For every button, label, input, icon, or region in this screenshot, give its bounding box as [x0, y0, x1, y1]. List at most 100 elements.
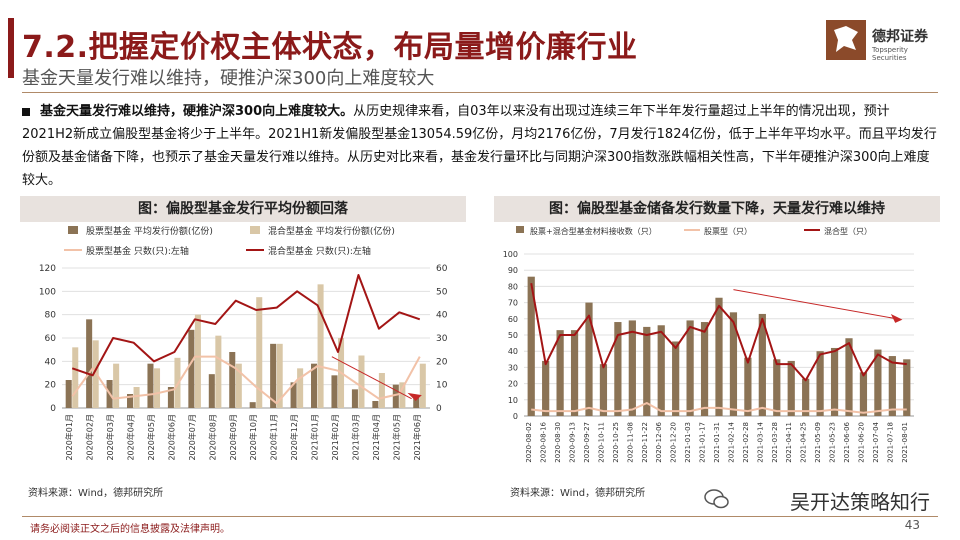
- bar: [874, 349, 882, 416]
- logo-name-en: Topsperity Securities: [872, 46, 908, 62]
- bar: [715, 297, 723, 416]
- bar: [372, 401, 379, 408]
- bullet-paragraph: 基金天量发行难以维持，硬推沪深300向上难度较大。从历史规律来看，自03年以来没…: [22, 100, 938, 192]
- bar: [413, 396, 420, 408]
- chart-1: 图：偏股型基金发行平均份额回落 股票型基金 平均发行份额(亿份) 混合型基金 平均…: [20, 196, 466, 499]
- x-tick-label: 2021年03月: [350, 414, 360, 461]
- legend-label: 股票型基金 只数(只):左轴: [86, 245, 189, 257]
- x-tick-label: 2020-11-22: [641, 422, 649, 463]
- bar: [419, 363, 426, 408]
- y-tick-left: 120: [39, 264, 56, 274]
- trend-arrow: [331, 356, 412, 400]
- x-tick-label: 2020-11-08: [626, 422, 634, 463]
- x-tick-label: 2021年04月: [371, 414, 381, 461]
- bar: [672, 341, 680, 416]
- y-tick-right: 60: [436, 264, 448, 274]
- legend-swatch: [68, 226, 78, 234]
- y-tick: 90: [508, 266, 518, 275]
- y-tick: 0: [513, 412, 518, 421]
- y-tick-right: 40: [436, 311, 448, 321]
- chart-2: 图：偏股型基金储备发行数量下降，天量发行难以维持 股票+混合型基金材料接收数（只…: [494, 196, 940, 499]
- legend-label: 混合型基金 平均发行份额(亿份): [268, 225, 395, 237]
- x-tick-label: 2021-02-14: [727, 421, 735, 462]
- title-accent-bar: [8, 18, 14, 78]
- bullet-square-icon: [22, 107, 30, 116]
- bar: [599, 364, 608, 416]
- bar: [816, 351, 824, 416]
- bar: [256, 297, 263, 408]
- legend-label: 混合型（只）: [824, 226, 872, 236]
- y-tick: 20: [508, 380, 518, 389]
- series-line: [71, 274, 421, 377]
- x-tick-label: 2021-01-03: [684, 422, 692, 463]
- bar: [72, 347, 79, 408]
- legend-swatch: [250, 226, 260, 234]
- chart-1-title: 图：偏股型基金发行平均份额回落: [20, 196, 466, 222]
- bar: [787, 360, 795, 416]
- page-subtitle: 基金天量发行难以维持，硬推沪深300向上难度较大: [22, 68, 435, 89]
- bar: [744, 357, 752, 416]
- bar: [802, 378, 810, 416]
- chart-2-title: 图：偏股型基金储备发行数量下降，天量发行难以维持: [494, 196, 940, 222]
- bar: [351, 389, 358, 408]
- y-tick-right: 10: [436, 381, 448, 391]
- x-tick-label: 2021-02-28: [742, 422, 750, 463]
- x-tick-label: 2020-12-06: [655, 421, 663, 462]
- bar: [643, 326, 651, 416]
- x-tick-label: 2020-12-20: [670, 422, 678, 463]
- x-tick-label: 2021年05月: [391, 414, 401, 461]
- series-line: [71, 355, 421, 405]
- y-tick: 10: [508, 396, 518, 405]
- x-tick-label: 2021-03-14: [756, 421, 764, 462]
- y-tick-right: 0: [436, 404, 442, 414]
- bar: [700, 322, 709, 416]
- bar: [527, 276, 535, 416]
- bar: [758, 313, 766, 416]
- bar: [188, 329, 195, 408]
- x-tick-label: 2020-08-02: [525, 422, 533, 463]
- x-tick-label: 2020-10-25: [612, 422, 620, 463]
- page-number: 43: [904, 518, 920, 532]
- bar: [147, 363, 154, 408]
- y-tick: 30: [508, 363, 518, 372]
- x-tick-label: 2021-08-01: [901, 422, 909, 463]
- bar: [686, 320, 694, 416]
- y-tick: 80: [508, 282, 518, 291]
- bar: [399, 382, 406, 408]
- footer-divider: [22, 516, 938, 517]
- x-tick-label: 2020年02月: [85, 414, 95, 461]
- chart-2-svg: 股票+混合型基金材料接收数（只） 股票型（只） 混合型（只） 0 10 20 30 40 50 6…: [503, 226, 914, 463]
- legend-swatch: [516, 226, 524, 233]
- bar: [113, 363, 120, 408]
- bar: [270, 343, 277, 408]
- x-tick-label: 2021-06-06: [843, 421, 851, 462]
- bar: [127, 394, 134, 408]
- bar: [729, 312, 738, 416]
- x-tick-label: 2021-06-20: [857, 422, 865, 463]
- x-tick-label: 2020年12月: [289, 414, 299, 461]
- bar: [215, 335, 222, 408]
- y-tick: 50: [508, 331, 518, 340]
- bar: [154, 368, 161, 408]
- page-title: 7.2.把握定价权主体状态，布局量增价廉行业: [22, 30, 638, 65]
- y-tick-left: 40: [45, 357, 57, 367]
- x-tick-label: 2020-08-30: [554, 422, 562, 463]
- bullet-lead: 基金天量发行难以维持，硬推沪深300向上难度较大。: [40, 104, 354, 119]
- x-tick-label: 2021年02月: [330, 414, 340, 461]
- bar: [657, 325, 665, 416]
- wechat-icon: [704, 489, 729, 509]
- footer-disclaimer: 请务必阅读正文之后的信息披露及法律声明。: [30, 524, 230, 535]
- series-line: [531, 402, 907, 414]
- x-tick-label: 2021-05-23: [829, 422, 837, 463]
- x-tick-label: 2020-10-11: [597, 422, 605, 463]
- y-tick-left: 0: [50, 404, 56, 414]
- y-tick-left: 20: [45, 381, 57, 391]
- y-tick: 40: [508, 347, 518, 356]
- bar: [229, 352, 236, 408]
- y-tick-right: 30: [436, 334, 448, 344]
- x-tick-label: 2020年07月: [187, 414, 197, 461]
- bar: [556, 330, 564, 416]
- bar: [208, 374, 215, 408]
- x-tick-label: 2020-09-27: [583, 422, 591, 463]
- bar: [65, 380, 72, 408]
